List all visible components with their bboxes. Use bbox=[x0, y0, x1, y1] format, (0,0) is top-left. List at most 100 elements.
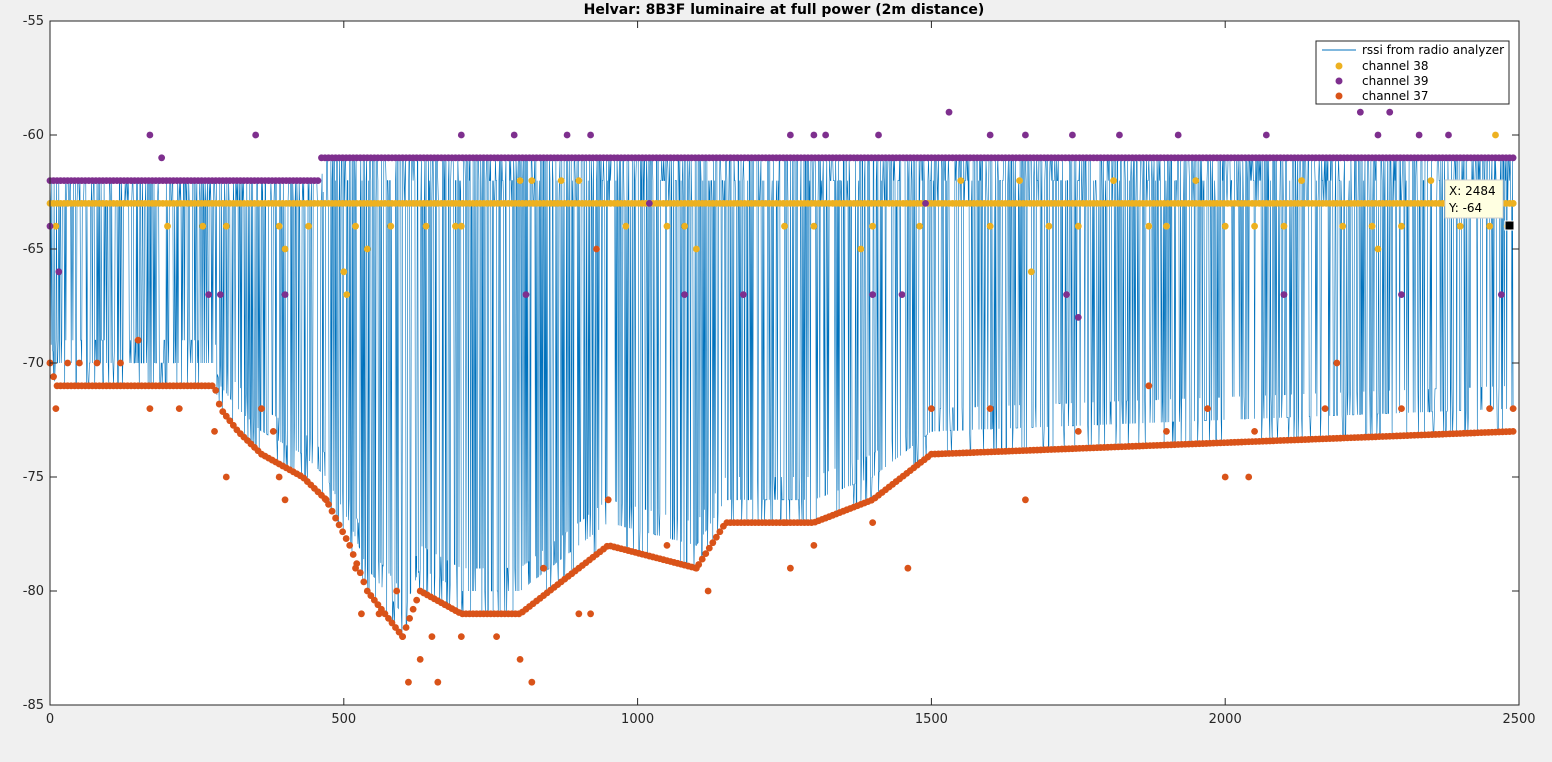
channel-38-marker bbox=[528, 177, 536, 185]
channel-39-marker bbox=[1116, 131, 1123, 139]
channel-38-marker bbox=[869, 222, 877, 230]
channel-37-marker bbox=[1486, 405, 1494, 412]
channel-37-marker bbox=[1204, 405, 1211, 412]
channel-37-marker bbox=[212, 386, 220, 394]
channel-37-marker bbox=[1321, 405, 1329, 412]
channel-38-marker bbox=[1280, 222, 1288, 230]
channel-37-marker bbox=[698, 555, 706, 563]
channel-37-marker bbox=[428, 633, 436, 640]
channel-39-marker bbox=[898, 291, 906, 298]
channel-37-marker bbox=[928, 405, 935, 412]
chart-title: Helvar: 8B3F luminaire at full power (2m… bbox=[584, 2, 985, 18]
channel-38-marker bbox=[575, 177, 583, 185]
channel-38-marker bbox=[1045, 222, 1053, 230]
legend-label-channel-39: channel 39 bbox=[1362, 74, 1429, 88]
channel-38-marker bbox=[1492, 131, 1499, 139]
y-tick-label: -70 bbox=[23, 356, 44, 371]
channel-38-marker bbox=[557, 177, 565, 185]
channel-38-marker bbox=[1456, 222, 1464, 230]
channel-39-marker bbox=[55, 268, 63, 276]
channel-39-marker bbox=[510, 131, 518, 139]
channel-37-marker bbox=[709, 539, 717, 547]
channel-37-marker bbox=[215, 400, 223, 408]
channel-38-marker bbox=[422, 222, 430, 230]
channel-37-marker bbox=[692, 564, 700, 572]
channel-37-marker bbox=[134, 336, 142, 344]
datatip-marker[interactable] bbox=[1504, 220, 1515, 231]
channel-37-marker bbox=[1333, 359, 1341, 367]
x-tick-label: 2500 bbox=[1502, 712, 1535, 727]
legend-label-channel-37: channel 37 bbox=[1362, 89, 1429, 103]
channel-37-marker bbox=[457, 633, 465, 640]
channel-37-marker bbox=[434, 678, 442, 686]
channel-38-marker bbox=[781, 222, 788, 230]
channel-37-marker bbox=[322, 496, 330, 504]
channel-39-marker bbox=[158, 154, 166, 162]
channel-37-marker bbox=[393, 587, 401, 595]
channel-38-marker bbox=[681, 222, 689, 230]
channel-37-marker bbox=[587, 610, 594, 618]
channel-38-marker bbox=[1427, 177, 1435, 185]
channel-37-marker bbox=[332, 514, 339, 522]
channel-38-marker bbox=[222, 222, 230, 230]
channel-37-marker bbox=[406, 614, 414, 622]
channel-37-marker bbox=[349, 551, 357, 558]
x-tick-label: 1500 bbox=[915, 712, 948, 727]
channel-38-marker bbox=[1145, 222, 1153, 230]
channel-37-marker bbox=[52, 405, 60, 412]
legend-label-channel-38: channel 38 bbox=[1362, 59, 1429, 73]
channel-37-marker bbox=[593, 245, 600, 253]
channel-37-marker bbox=[702, 550, 710, 558]
datatip-x-label: X: 2484 bbox=[1449, 184, 1496, 198]
channel-37-marker bbox=[493, 633, 500, 640]
channel-39-marker bbox=[1445, 131, 1452, 139]
channel-37-marker bbox=[405, 678, 412, 686]
channel-38-marker bbox=[343, 291, 351, 298]
y-tick-label: -60 bbox=[23, 128, 44, 143]
channel-38-marker bbox=[1368, 222, 1376, 230]
channel-38-marker bbox=[52, 222, 60, 230]
channel-37-marker bbox=[358, 610, 365, 618]
channel-37-marker bbox=[1163, 428, 1170, 435]
channel-37-marker bbox=[1074, 428, 1082, 435]
channel-39-marker bbox=[1174, 131, 1182, 139]
channel-38-marker bbox=[340, 268, 348, 276]
channel-38-marker bbox=[1027, 268, 1035, 276]
channel-38-marker bbox=[363, 245, 371, 253]
channel-39-marker bbox=[1509, 154, 1517, 162]
channel-38-marker bbox=[1339, 222, 1347, 230]
channel-37-marker bbox=[222, 473, 230, 481]
channel-37-marker bbox=[1398, 405, 1405, 412]
datatip[interactable]: X: 2484 Y: -64 bbox=[1444, 179, 1515, 231]
channel-37-marker bbox=[328, 507, 336, 515]
channel-37-marker bbox=[352, 564, 359, 572]
channel-37-marker bbox=[1221, 473, 1229, 481]
channel-37-marker bbox=[416, 656, 424, 663]
channel-38-marker-layer bbox=[46, 131, 1517, 298]
channel-37-marker bbox=[604, 496, 612, 504]
channel-39-marker bbox=[681, 291, 689, 298]
channel-38-marker bbox=[1486, 222, 1494, 230]
x-tick-label: 500 bbox=[331, 712, 356, 727]
channel-37-marker bbox=[810, 542, 818, 549]
channel-37-marker bbox=[540, 564, 547, 572]
channel-38-marker bbox=[387, 222, 395, 230]
legend[interactable]: rssi from radio analyzer channel 38 chan… bbox=[1315, 40, 1510, 105]
x-tick-label: 2000 bbox=[1209, 712, 1242, 727]
channel-38-marker bbox=[663, 222, 671, 230]
channel-37-marker bbox=[281, 496, 289, 504]
channel-39-marker bbox=[252, 131, 260, 139]
channel-39-marker bbox=[1022, 131, 1029, 139]
channel-38-marker bbox=[452, 222, 459, 230]
channel-37-marker bbox=[275, 473, 283, 481]
channel-37-marker bbox=[402, 624, 410, 631]
channel-38-marker bbox=[622, 222, 630, 230]
channel-37-marker bbox=[64, 359, 72, 367]
channel-38-marker bbox=[1509, 200, 1517, 207]
channel-37-marker bbox=[705, 544, 713, 552]
channel-38-marker bbox=[199, 222, 207, 230]
x-tick-label: 1000 bbox=[621, 712, 654, 727]
channel-37-marker bbox=[335, 521, 343, 529]
